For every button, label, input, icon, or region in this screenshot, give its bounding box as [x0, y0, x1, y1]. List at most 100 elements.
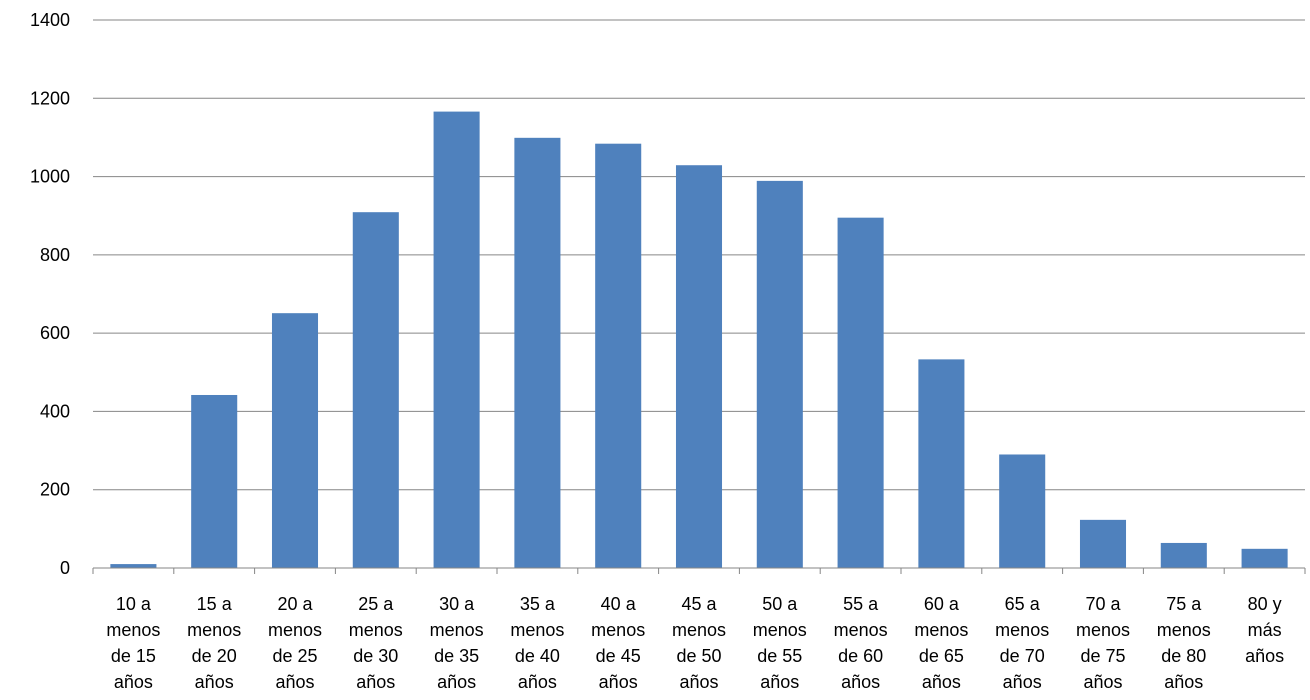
x-category-label-line: menos: [591, 620, 645, 640]
x-category-label-line: menos: [1076, 620, 1130, 640]
y-tick-label: 1200: [30, 88, 70, 108]
x-category-label-line: años: [195, 672, 234, 692]
x-category-label-line: de 55: [757, 646, 802, 666]
x-category-label: 55 a menos de 60 años: [834, 594, 888, 692]
y-tick-label: 800: [40, 245, 70, 265]
x-category-label: 70 a menos de 75 años: [1076, 594, 1130, 692]
x-category-label: 10 a menos de 15 años: [106, 594, 160, 692]
bar: [352, 212, 399, 569]
x-category-label-line: de 15: [111, 646, 156, 666]
x-category-label-line: años: [356, 672, 395, 692]
bar: [999, 454, 1046, 568]
x-category-label-line: 35 a: [520, 594, 556, 614]
x-category-label-line: años: [437, 672, 476, 692]
y-tick-label: 400: [40, 401, 70, 421]
y-tick-label: 1000: [30, 167, 70, 187]
bar: [756, 180, 803, 568]
x-category-label: 75 a menos de 80 años: [1157, 594, 1211, 692]
x-category-label: 15 a menos de 20 años: [187, 594, 241, 692]
x-category-label-line: de 40: [515, 646, 560, 666]
x-category-label: 30 a menos de 35 años: [430, 594, 484, 692]
x-category-label-line: menos: [106, 620, 160, 640]
bar: [1160, 542, 1207, 568]
x-category-label-line: menos: [268, 620, 322, 640]
y-tick-label: 600: [40, 323, 70, 343]
x-category-label-line: años: [760, 672, 799, 692]
bar: [837, 217, 884, 568]
x-category-label-line: 80 y: [1248, 594, 1282, 614]
bar: [918, 359, 965, 568]
bar: [1079, 519, 1127, 568]
x-category-label-line: de 60: [838, 646, 883, 666]
x-category-label: 80 y más años: [1245, 594, 1284, 666]
x-category-label: 20 a menos de 25 años: [268, 594, 322, 692]
x-category-label-line: de 80: [1161, 646, 1206, 666]
x-category-label-line: menos: [349, 620, 403, 640]
x-category-label-line: 45 a: [681, 594, 717, 614]
x-category-label-line: 10 a: [116, 594, 152, 614]
x-category-label-line: 65 a: [1005, 594, 1041, 614]
x-category-label: 25 a menos de 30 años: [349, 594, 403, 692]
x-category-label-line: años: [841, 672, 880, 692]
x-category-label-line: años: [599, 672, 638, 692]
x-category-label: 45 a menos de 50 años: [672, 594, 726, 692]
x-category-label-line: de 70: [1000, 646, 1045, 666]
x-category-label-line: 25 a: [358, 594, 394, 614]
bar: [433, 111, 480, 568]
x-category-label: 40 a menos de 45 años: [591, 594, 645, 692]
bars: [110, 111, 1288, 569]
axes: [92, 567, 1306, 574]
x-category-label-line: años: [922, 672, 961, 692]
x-category-label-line: menos: [1157, 620, 1211, 640]
bar: [110, 564, 157, 568]
x-category-label-line: años: [1003, 672, 1042, 692]
x-category-label-line: de 65: [919, 646, 964, 666]
x-category-label-line: menos: [995, 620, 1049, 640]
x-category-label-line: menos: [510, 620, 564, 640]
x-category-label-line: más: [1248, 620, 1282, 640]
x-category-label-line: de 30: [353, 646, 398, 666]
x-category-label-line: años: [114, 672, 153, 692]
x-category-label: 60 a menos de 65 años: [914, 594, 968, 692]
x-category-label-line: menos: [672, 620, 726, 640]
bar: [595, 143, 642, 569]
x-category-label-line: años: [1083, 672, 1122, 692]
x-category-label-line: años: [275, 672, 314, 692]
x-category-label-line: 20 a: [277, 594, 313, 614]
x-category-label-line: 30 a: [439, 594, 475, 614]
y-tick-labels: 0 200 400 600 800 1000 1200 1400: [30, 10, 70, 578]
x-category-label: 50 a menos de 55 años: [753, 594, 807, 692]
bar: [1241, 548, 1288, 568]
x-category-label-line: 70 a: [1085, 594, 1121, 614]
bar: [271, 313, 319, 568]
y-tick-label: 200: [40, 480, 70, 500]
x-category-label-line: 15 a: [197, 594, 233, 614]
x-category-label-line: años: [1164, 672, 1203, 692]
x-category-label-line: de 75: [1080, 646, 1125, 666]
x-category-label-line: 50 a: [762, 594, 798, 614]
y-tick-label: 0: [60, 558, 70, 578]
bar: [675, 165, 723, 568]
x-category-label-line: menos: [834, 620, 888, 640]
x-category-label-line: 60 a: [924, 594, 960, 614]
x-category-label-line: años: [518, 672, 557, 692]
x-category-label-line: años: [1245, 646, 1284, 666]
y-tick-label: 1400: [30, 10, 70, 30]
x-category-label-line: 55 a: [843, 594, 879, 614]
x-category-label-line: menos: [914, 620, 968, 640]
bar: [191, 394, 238, 568]
x-category-label-line: de 35: [434, 646, 479, 666]
x-category-label-line: de 20: [192, 646, 237, 666]
x-category-label-line: de 25: [272, 646, 317, 666]
x-category-label-line: años: [679, 672, 718, 692]
x-category-label-line: menos: [753, 620, 807, 640]
x-category-label-line: de 50: [676, 646, 721, 666]
x-category-label: 35 a menos de 40 años: [510, 594, 564, 692]
x-category-label-line: menos: [187, 620, 241, 640]
x-category-label-line: 75 a: [1166, 594, 1202, 614]
x-category-label-line: menos: [430, 620, 484, 640]
x-category-label-line: 40 a: [601, 594, 637, 614]
